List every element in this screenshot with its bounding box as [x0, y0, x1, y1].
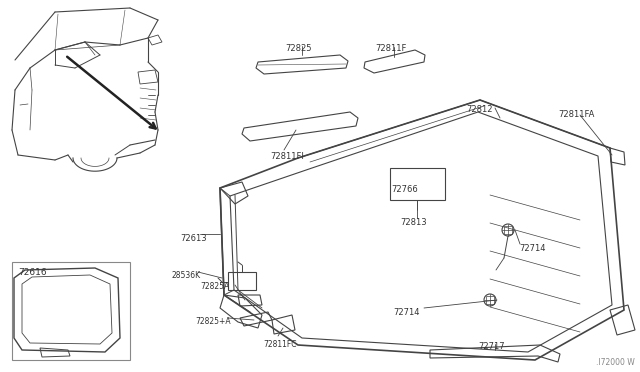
- Text: 72616: 72616: [18, 268, 47, 277]
- Text: 72813: 72813: [400, 218, 427, 227]
- Bar: [228, 272, 256, 290]
- Text: 72811F: 72811F: [375, 44, 406, 53]
- Text: 72717: 72717: [479, 342, 506, 351]
- Text: 28536K: 28536K: [172, 271, 201, 280]
- Text: 72825+A: 72825+A: [195, 317, 230, 326]
- Text: 72714: 72714: [519, 244, 545, 253]
- Text: 72714: 72714: [394, 308, 420, 317]
- Text: 72766: 72766: [392, 185, 419, 194]
- Text: .I72000 W: .I72000 W: [596, 358, 635, 367]
- Text: 72825A: 72825A: [200, 282, 229, 291]
- Bar: [390, 168, 445, 200]
- Text: 72825: 72825: [285, 44, 312, 53]
- Text: 72613: 72613: [180, 234, 207, 243]
- Bar: [486, 296, 494, 304]
- Text: 72811FI: 72811FI: [270, 152, 304, 161]
- Text: 72812: 72812: [466, 105, 493, 114]
- Text: 72811FA: 72811FA: [558, 110, 595, 119]
- Bar: [504, 226, 512, 234]
- Bar: [12, 262, 130, 360]
- Text: 72811FC: 72811FC: [263, 340, 296, 349]
